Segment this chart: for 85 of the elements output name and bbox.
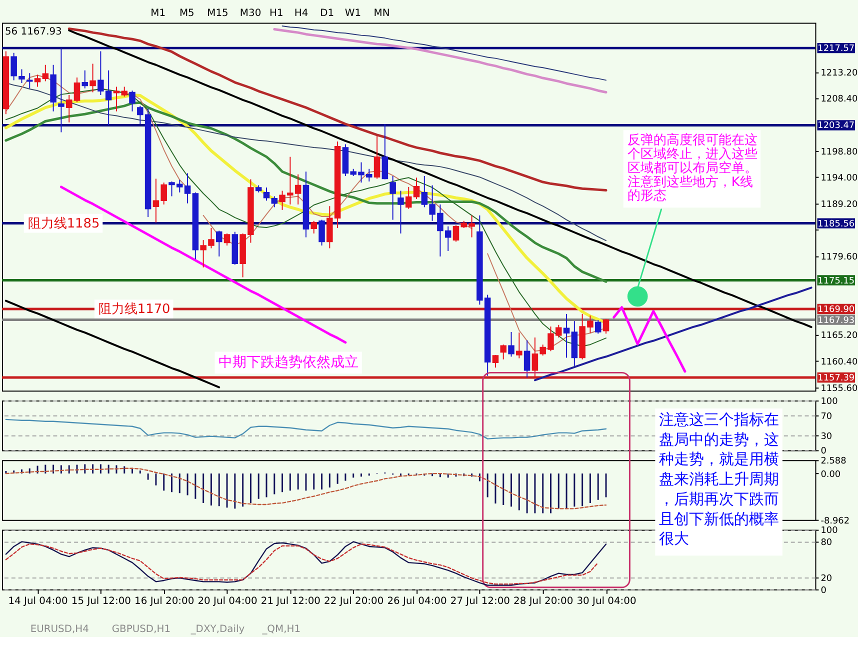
ref-line-label: 1169.90	[818, 305, 855, 315]
candlestick	[90, 63, 96, 93]
y-tick-label: 2.588	[820, 456, 847, 467]
x-tick-label: 26 Jul 04:00	[387, 596, 447, 607]
candlestick	[594, 319, 602, 334]
annotation: 阻力线1185	[28, 216, 100, 232]
candlestick	[82, 70, 88, 89]
ref-line-label: 1217.57	[818, 44, 855, 54]
ref-line-label: 1185.56	[818, 219, 855, 230]
ref-line-label: 1175.15	[818, 276, 855, 286]
y-tick-label: 100	[820, 397, 838, 407]
annotation: 阻力线1170	[98, 302, 170, 317]
candlestick	[74, 76, 80, 103]
ref-line-label: 1203.47	[818, 121, 855, 132]
y-tick-label: 0	[820, 446, 827, 457]
y-tick-label: 1165.20	[820, 331, 858, 342]
y-tick-label: 1194.00	[820, 174, 858, 184]
line-series	[612, 306, 686, 373]
candlestick	[602, 318, 610, 334]
candlestick	[516, 332, 522, 359]
text: D1	[320, 8, 334, 19]
line-series	[68, 29, 812, 328]
text: H4	[294, 8, 308, 19]
x-tick-label: 14 Jul 04:00	[8, 596, 68, 607]
y-tick-label: -8.962	[820, 516, 850, 526]
line-series	[273, 28, 608, 94]
line-series	[5, 468, 607, 510]
candlestick	[58, 48, 64, 133]
candlestick	[34, 74, 41, 88]
candlestick	[129, 90, 136, 112]
annotation: 注意这三个指标在盘局中的走势，这种走势，就是用横盘来消耗上升周期，后期再次下跌而且创下新低的概率很大	[659, 410, 780, 548]
y-tick-label: 70	[820, 412, 832, 422]
text: M5	[179, 8, 194, 19]
x-tick-label: 15 Jul 12:00	[71, 596, 131, 607]
line-series	[68, 28, 608, 192]
candlestick	[374, 136, 380, 180]
candlestick	[382, 123, 388, 180]
candlestick	[10, 52, 17, 81]
text: W1	[344, 8, 362, 19]
text: M1	[150, 8, 166, 19]
y-tick-label: 30	[820, 432, 832, 442]
y-tick-label: 0	[820, 586, 827, 596]
candlestick	[563, 313, 570, 358]
text: _QM,H1	[261, 624, 301, 636]
candlestick	[42, 64, 49, 82]
line-series	[5, 418, 607, 440]
y-tick-label: 0.00	[820, 470, 841, 480]
y-tick-label: 1160.40	[820, 358, 858, 368]
y-tick-label: 100	[820, 526, 838, 536]
y-tick-label: 20	[820, 574, 832, 584]
x-tick-label: 21 Jul 12:00	[260, 596, 320, 607]
y-tick-label: 1198.80	[820, 147, 858, 158]
y-tick-label: 1208.40	[820, 94, 858, 105]
ref-line-label: 1157.39	[818, 373, 855, 384]
x-tick-label: 27 Jul 12:00	[450, 596, 510, 607]
text: H1	[269, 8, 284, 19]
annotation: 反弹的高度很可能在这个区域终止，进入这些区域都可以布局空单。注意到这些地方，K线的形态	[627, 132, 758, 204]
y-tick-label: 1189.20	[820, 200, 858, 210]
line-series	[4, 300, 220, 388]
text: GBPUSD,H1	[112, 624, 171, 636]
line-series	[534, 286, 812, 382]
ref-line-label: 1167.93	[818, 316, 855, 326]
x-tick-label: 30 Jul 04:00	[576, 596, 636, 607]
x-tick-label: 28 Jul 20:00	[514, 596, 574, 607]
text: MN	[374, 8, 390, 19]
annotation: 中期下跌趋势依然成立	[218, 354, 359, 371]
x-tick-label: 16 Jul 20:00	[134, 596, 194, 607]
candlestick	[524, 340, 530, 378]
candlestick	[18, 68, 25, 84]
candlestick	[508, 332, 514, 358]
candlestick	[66, 94, 72, 123]
candlestick	[492, 354, 499, 368]
y-tick-label: 80	[820, 538, 832, 548]
y-tick-label: 1213.20	[820, 68, 858, 78]
candlestick	[500, 344, 506, 360]
text: EURUSD,H4	[30, 624, 89, 636]
y-tick-label: 1179.60	[820, 252, 858, 262]
y-tick-label: 1155.60	[820, 384, 858, 394]
annotation: 56 1167.93	[4, 26, 62, 38]
text: M30	[240, 8, 262, 19]
x-tick-label: 22 Jul 20:00	[324, 596, 384, 607]
x-tick-label: 20 Jul 04:00	[198, 596, 258, 607]
line-series	[282, 26, 607, 81]
text: _DXY,Daily	[190, 624, 245, 636]
text: M15	[207, 8, 228, 19]
